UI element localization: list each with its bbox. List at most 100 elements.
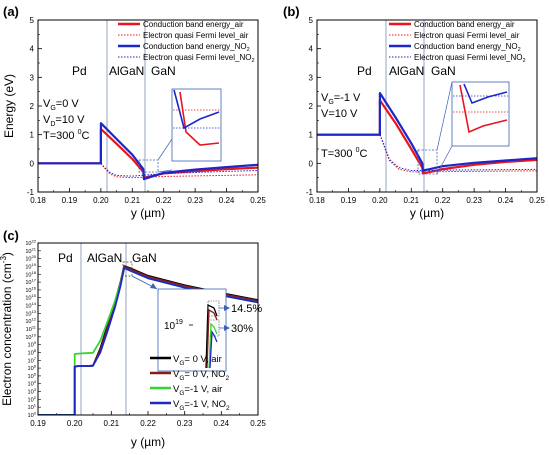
panel-a-region-pd: Pd bbox=[72, 64, 87, 78]
panel-a-xlabel: y (µm) bbox=[131, 206, 165, 220]
panel-b-ytick-label: 5 bbox=[309, 16, 314, 25]
panel-c-ytick-label: 1022 bbox=[25, 239, 36, 248]
panel-c-xtick-label: 0.20 bbox=[67, 419, 83, 428]
panel-a-conditions: VG=0 V VD=10 V T=300 0C bbox=[43, 98, 89, 142]
panel-b-cond-t: T=300 0C bbox=[321, 147, 367, 160]
panel-a-ytick-label: 5 bbox=[30, 16, 35, 25]
panel-a-ticks: 0.18 0.19 0.20 0.21 0.22 0.23 0.24 0.25 -1 0 1 2 3 4 5 bbox=[27, 16, 266, 205]
panel-a-inset-no2-curve bbox=[173, 89, 220, 130]
panel-a-xtick-label: 0.25 bbox=[250, 196, 266, 205]
panel-b-zoom-box bbox=[417, 149, 438, 175]
panel-c-ytick-label: 1012 bbox=[25, 317, 36, 326]
panel-a-ytick-label: 0 bbox=[30, 159, 35, 168]
panel-a-ytick-label: 2 bbox=[30, 102, 35, 111]
panel-a-series-2 bbox=[38, 122, 258, 181]
panel-c-ytick-label: 103 bbox=[28, 387, 37, 396]
panel-c-region-gan: GaN bbox=[132, 251, 157, 265]
panel-c-ytick-label: 1015 bbox=[25, 293, 36, 302]
panel-b-region-pd: Pd bbox=[357, 64, 372, 78]
panel-c-ytick-label: 104 bbox=[28, 379, 37, 388]
panel-b-xtick-label: 0.23 bbox=[466, 196, 482, 205]
panel-b-label: (b) bbox=[283, 4, 300, 19]
panel-b-inset bbox=[417, 81, 510, 175]
panel-a-series-3 bbox=[38, 162, 258, 177]
panel-a-ytick-label: -1 bbox=[27, 188, 35, 197]
panel-c-ytick-label: 1014 bbox=[25, 301, 36, 310]
panel-b-inset-no2-curve bbox=[463, 83, 508, 105]
panel-c-xtick-label: 0.23 bbox=[177, 419, 193, 428]
panel-b-series-1 bbox=[317, 134, 537, 173]
panel-b-xtick-label: 0.20 bbox=[372, 196, 388, 205]
panel-a-cond-vd: VD=10 V bbox=[43, 114, 85, 128]
panel-a-xtick-label: 0.24 bbox=[219, 196, 235, 205]
panel-c-inset-tick-label: 1019 bbox=[164, 319, 183, 332]
panel-b-cond-vg: VG=-1 V bbox=[321, 92, 361, 106]
panel-b-xlabel: y (µm) bbox=[410, 206, 444, 220]
panel-a-inset-frame bbox=[171, 88, 222, 162]
panel-a-legend-2: Conduction band energy_NO2 bbox=[143, 42, 250, 53]
panel-b: (b) y (µm) 0.18 0.19 0.20 0.21 0.22 0.23 0.24 0… bbox=[283, 4, 545, 220]
panel-c-ytick-label: 101 bbox=[28, 403, 37, 412]
panel-c-legend-2: VG=-1 V, air bbox=[173, 384, 222, 397]
panel-a-ytick-label: 1 bbox=[30, 131, 35, 140]
panel-c-annot-arrow-1 bbox=[224, 305, 230, 311]
panel-c-ytick-label: 1011 bbox=[26, 325, 37, 334]
panel-a-legend-1: Electron quasi Fermi level_air bbox=[143, 31, 249, 40]
panel-c-inset-curve-0 bbox=[205, 303, 218, 369]
panel-a: (a) Energy (eV) y (µm) 0.18 0.19 0.20 0.21 0… bbox=[2, 4, 266, 220]
panel-c-ytick-label: 1017 bbox=[25, 278, 36, 287]
panel-b-conditions: VG=-1 V V=10 V T=300 0C bbox=[321, 92, 367, 160]
panel-a-xtick-label: 0.20 bbox=[93, 196, 109, 205]
panel-b-series bbox=[317, 92, 537, 175]
panel-a-region-gan: GaN bbox=[151, 64, 176, 78]
panel-a-ytick-label: 3 bbox=[30, 73, 35, 82]
panel-c-legend: VG= 0 V, air VG= 0 V, NO2 VG=-1 V, air V… bbox=[150, 354, 230, 412]
panel-b-xtick-label: 0.22 bbox=[435, 196, 451, 205]
panel-b-legend-0: Conduction band energy_air bbox=[414, 20, 515, 29]
panel-a-ytick-label: 4 bbox=[30, 45, 35, 54]
panel-c-xtick-label: 0.24 bbox=[214, 419, 230, 428]
panel-b-region-algan: AlGaN bbox=[389, 64, 424, 78]
panel-c-series bbox=[38, 265, 258, 415]
panel-c-ytick-label: 100 bbox=[28, 411, 37, 420]
panel-c-annotation-1: 30% bbox=[231, 323, 253, 335]
panel-c-plot bbox=[38, 243, 258, 415]
panel-a-xtick-label: 0.18 bbox=[30, 196, 46, 205]
panel-b-ytick-label: -1 bbox=[306, 188, 314, 197]
panel-c-ylabel: Electron concentration (cm-3) bbox=[0, 252, 14, 406]
panel-a-xtick-label: 0.19 bbox=[62, 196, 78, 205]
panel-c-ticks: 0.19 0.20 0.21 0.22 0.23 0.24 0.25 100101102103… bbox=[25, 239, 266, 429]
panel-b-legend: Conduction band energy_air Electron quas… bbox=[389, 20, 526, 64]
panel-b-ticks: 0.18 0.19 0.20 0.21 0.22 0.23 0.24 0.25 -1 0 1 2 3 4 5 bbox=[306, 16, 545, 205]
panel-c-ytick-label: 109 bbox=[28, 340, 37, 349]
panel-b-xtick-label: 0.21 bbox=[403, 196, 419, 205]
panel-b-inset-air-curve bbox=[459, 84, 508, 134]
panel-c-xlabel: y (µm) bbox=[131, 435, 165, 449]
panel-c-inset-curve-3 bbox=[209, 330, 218, 369]
panel-b-ytick-label: 0 bbox=[309, 159, 314, 168]
panel-b-ytick-label: 4 bbox=[309, 45, 314, 54]
panel-a-plot bbox=[38, 20, 258, 192]
panel-c-inset-curve-1 bbox=[206, 308, 218, 369]
panel-b-inset-link-top bbox=[436, 81, 453, 151]
panel-a-zoom-box bbox=[138, 159, 159, 173]
panel-a-legend-0: Conduction band energy_air bbox=[143, 20, 244, 29]
panel-a-xtick-label: 0.21 bbox=[124, 196, 140, 205]
panel-a-legend-3: Electron quasi Fermi level_NO2 bbox=[143, 53, 255, 64]
panel-c-inset-arrowhead bbox=[150, 283, 157, 289]
panel-a-cond-vg: VG=0 V bbox=[43, 98, 79, 112]
panel-b-xtick-label: 0.18 bbox=[309, 196, 325, 205]
panel-c-ytick-label: 1019 bbox=[25, 262, 36, 271]
panel-a-legend: Conduction band energy_air Electron quas… bbox=[118, 20, 255, 64]
panel-c-annot-arrow-2 bbox=[224, 325, 230, 331]
panel-b-inset-link-bottom bbox=[436, 145, 453, 175]
panel-a-cond-t: T=300 0C bbox=[43, 129, 89, 142]
panel-b-ytick-label: 2 bbox=[309, 102, 314, 111]
panel-b-legend-2: Conduction band energy_NO2 bbox=[414, 42, 521, 53]
panel-b-ytick-label: 1 bbox=[309, 131, 314, 140]
panel-a-label: (a) bbox=[3, 4, 19, 19]
panel-a-inset bbox=[138, 88, 222, 173]
panel-c-ytick-label: 106 bbox=[28, 364, 37, 373]
panel-c-inset-curve-2 bbox=[208, 322, 218, 369]
panel-a-inset-link-top bbox=[157, 138, 173, 161]
